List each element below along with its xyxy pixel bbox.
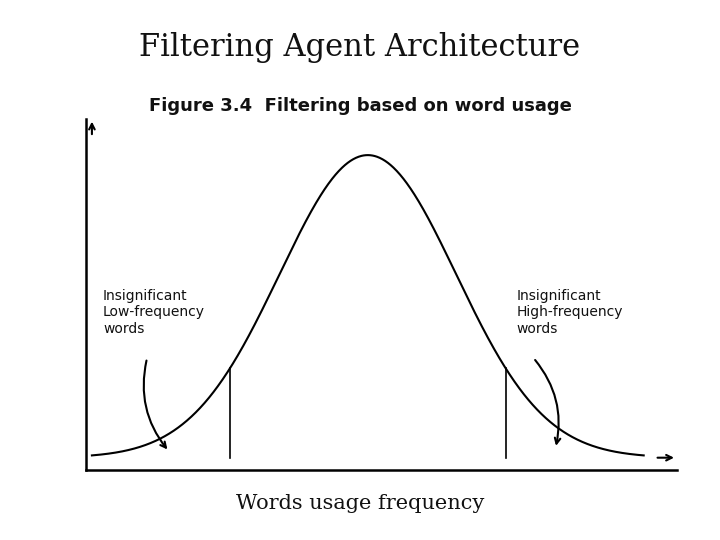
Text: Insignificant
Low-frequency
words: Insignificant Low-frequency words: [103, 289, 205, 336]
Text: Filtering Agent Architecture: Filtering Agent Architecture: [140, 32, 580, 63]
Text: Insignificant
High-frequency
words: Insignificant High-frequency words: [517, 289, 624, 336]
Text: Words usage frequency: Words usage frequency: [236, 494, 484, 513]
Text: Figure 3.4  Filtering based on word usage: Figure 3.4 Filtering based on word usage: [148, 97, 572, 115]
